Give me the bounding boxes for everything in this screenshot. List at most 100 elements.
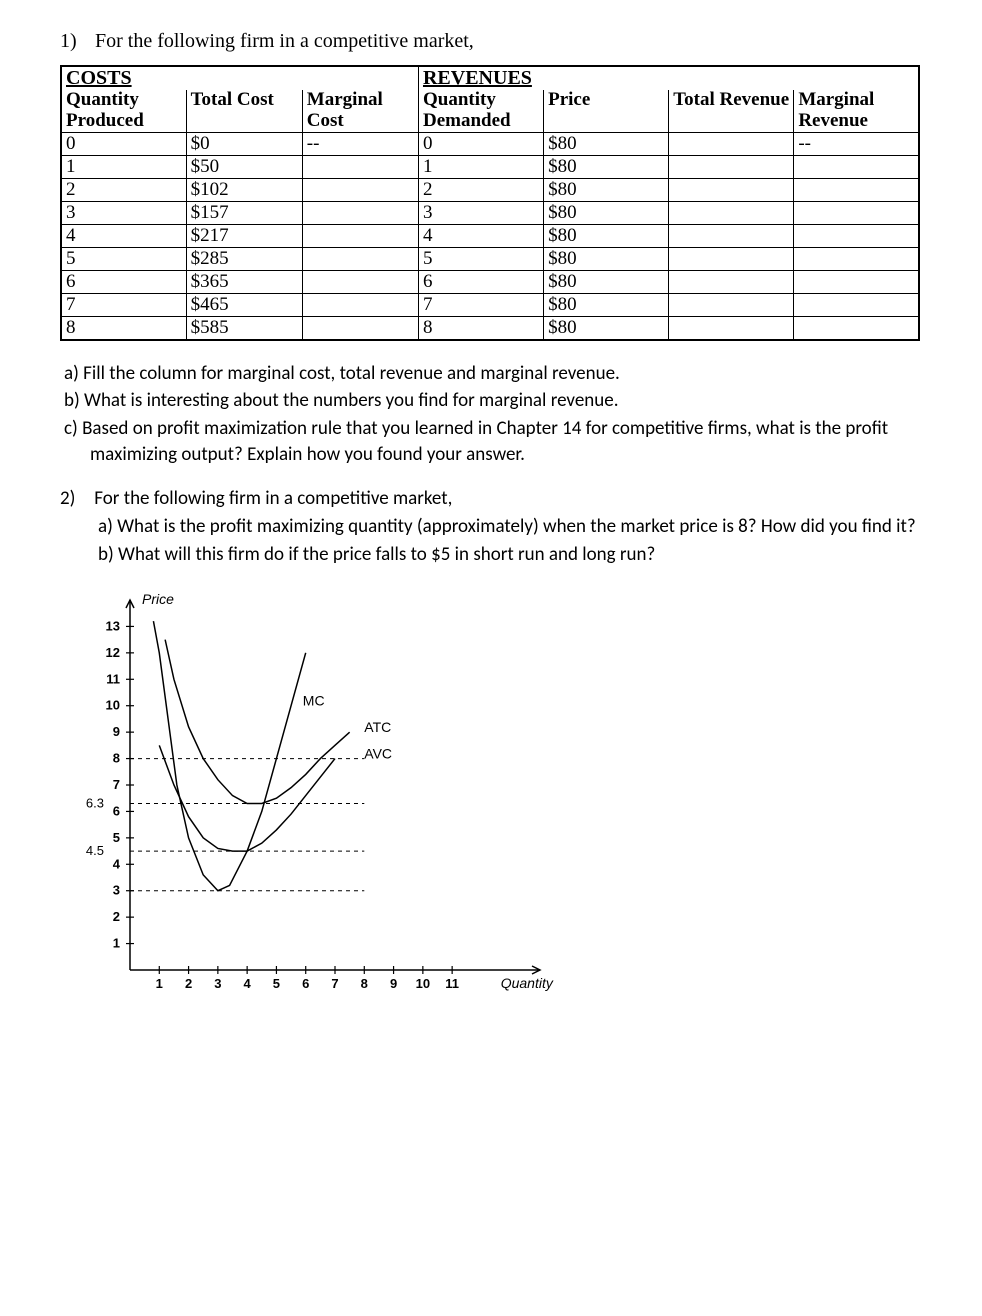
table-cell: -- [302,132,418,155]
table-cell [794,155,919,178]
svg-text:13: 13 [106,618,120,633]
table-cell [669,132,794,155]
table-cell [669,247,794,270]
question-2-line: 2) For the following firm in a competiti… [60,487,922,510]
svg-text:2: 2 [185,976,192,991]
table-cell: $157 [186,201,302,224]
table-cell [302,201,418,224]
table-cell: $285 [186,247,302,270]
svg-text:Price: Price [142,591,174,607]
q2-text: For the following firm in a competitive … [94,487,452,510]
col-qty-dem: Quantity Demanded [418,90,543,132]
q1-sub-b: b) What is interesting about the numbers… [60,388,922,414]
svg-text:4: 4 [113,856,121,871]
col-tot-cost: Total Cost [186,90,302,132]
table-cell [669,293,794,316]
svg-text:8: 8 [361,976,368,991]
table-cell: $80 [544,247,669,270]
svg-text:5: 5 [273,976,280,991]
svg-text:7: 7 [331,976,338,991]
costs-header: COSTS [61,66,418,90]
table-cell [669,224,794,247]
col-marg-rev: Marginal Revenue [794,90,919,132]
table-cell [669,201,794,224]
table-cell: $80 [544,293,669,316]
table-cell: $217 [186,224,302,247]
table-cell [794,201,919,224]
svg-text:6: 6 [302,976,309,991]
table-cell: $80 [544,132,669,155]
table-cell [794,316,919,340]
table-cell [302,316,418,340]
table-cell: 6 [418,270,543,293]
table-cell [302,155,418,178]
svg-text:7: 7 [113,777,120,792]
cost-curves-chart: 123456789101112134.56.31234567891011MCAT… [60,580,922,1015]
table-cell: 5 [61,247,186,270]
svg-text:4.5: 4.5 [86,843,104,858]
table-cell [794,224,919,247]
svg-text:2: 2 [113,909,120,924]
table-cell: 2 [418,178,543,201]
table-cell [302,293,418,316]
table-cell [669,155,794,178]
table-cell: $80 [544,201,669,224]
table-cell: 4 [418,224,543,247]
table-cell [794,178,919,201]
svg-text:9: 9 [113,724,120,739]
table-cell: $585 [186,316,302,340]
table-cell: $80 [544,155,669,178]
table-cell: $365 [186,270,302,293]
table-cell [302,270,418,293]
svg-text:MC: MC [303,692,325,708]
q2-number: 2) [60,487,90,510]
q1-sub-c: c) Based on profit maximization rule tha… [60,416,922,467]
table-cell: 6 [61,270,186,293]
svg-text:8: 8 [113,750,120,765]
table-cell [794,293,919,316]
svg-text:Quantity: Quantity [501,975,554,991]
table-cell [302,178,418,201]
table-cell: $50 [186,155,302,178]
table-cell: $102 [186,178,302,201]
table-cell: 2 [61,178,186,201]
svg-text:AVC: AVC [364,745,392,761]
table-cell: 0 [418,132,543,155]
col-price: Price [544,90,669,132]
q1-number: 1) [60,30,90,53]
q1-sub-a: a) Fill the column for marginal cost, to… [60,361,922,387]
table-cell: $465 [186,293,302,316]
table-cell: 7 [418,293,543,316]
svg-text:5: 5 [113,829,120,844]
svg-text:12: 12 [106,644,120,659]
svg-text:6: 6 [113,803,120,818]
revenues-header: REVENUES [418,66,919,90]
table-cell [302,247,418,270]
svg-text:1: 1 [113,935,120,950]
col-marg-cost: Marginal Cost [302,90,418,132]
table-cell: $80 [544,316,669,340]
svg-text:9: 9 [390,976,397,991]
costs-revenues-table: COSTS REVENUES Quantity Produced Total C… [60,65,920,341]
q2-sub-a: a) What is the profit maximizing quantit… [60,514,922,540]
table-cell: 5 [418,247,543,270]
table-cell: 3 [61,201,186,224]
table-cell: $0 [186,132,302,155]
svg-text:3: 3 [113,882,120,897]
svg-text:4: 4 [244,976,252,991]
table-cell [794,247,919,270]
table-cell: 1 [61,155,186,178]
col-tot-rev: Total Revenue [669,90,794,132]
table-cell [302,224,418,247]
table-cell: 4 [61,224,186,247]
table-cell [669,270,794,293]
table-cell: -- [794,132,919,155]
table-cell: 3 [418,201,543,224]
svg-text:11: 11 [106,671,120,686]
table-cell: 8 [61,316,186,340]
question-1-line: 1) For the following firm in a competiti… [60,30,922,53]
table-cell: 1 [418,155,543,178]
table-cell [669,178,794,201]
table-cell: 8 [418,316,543,340]
svg-text:10: 10 [416,976,430,991]
